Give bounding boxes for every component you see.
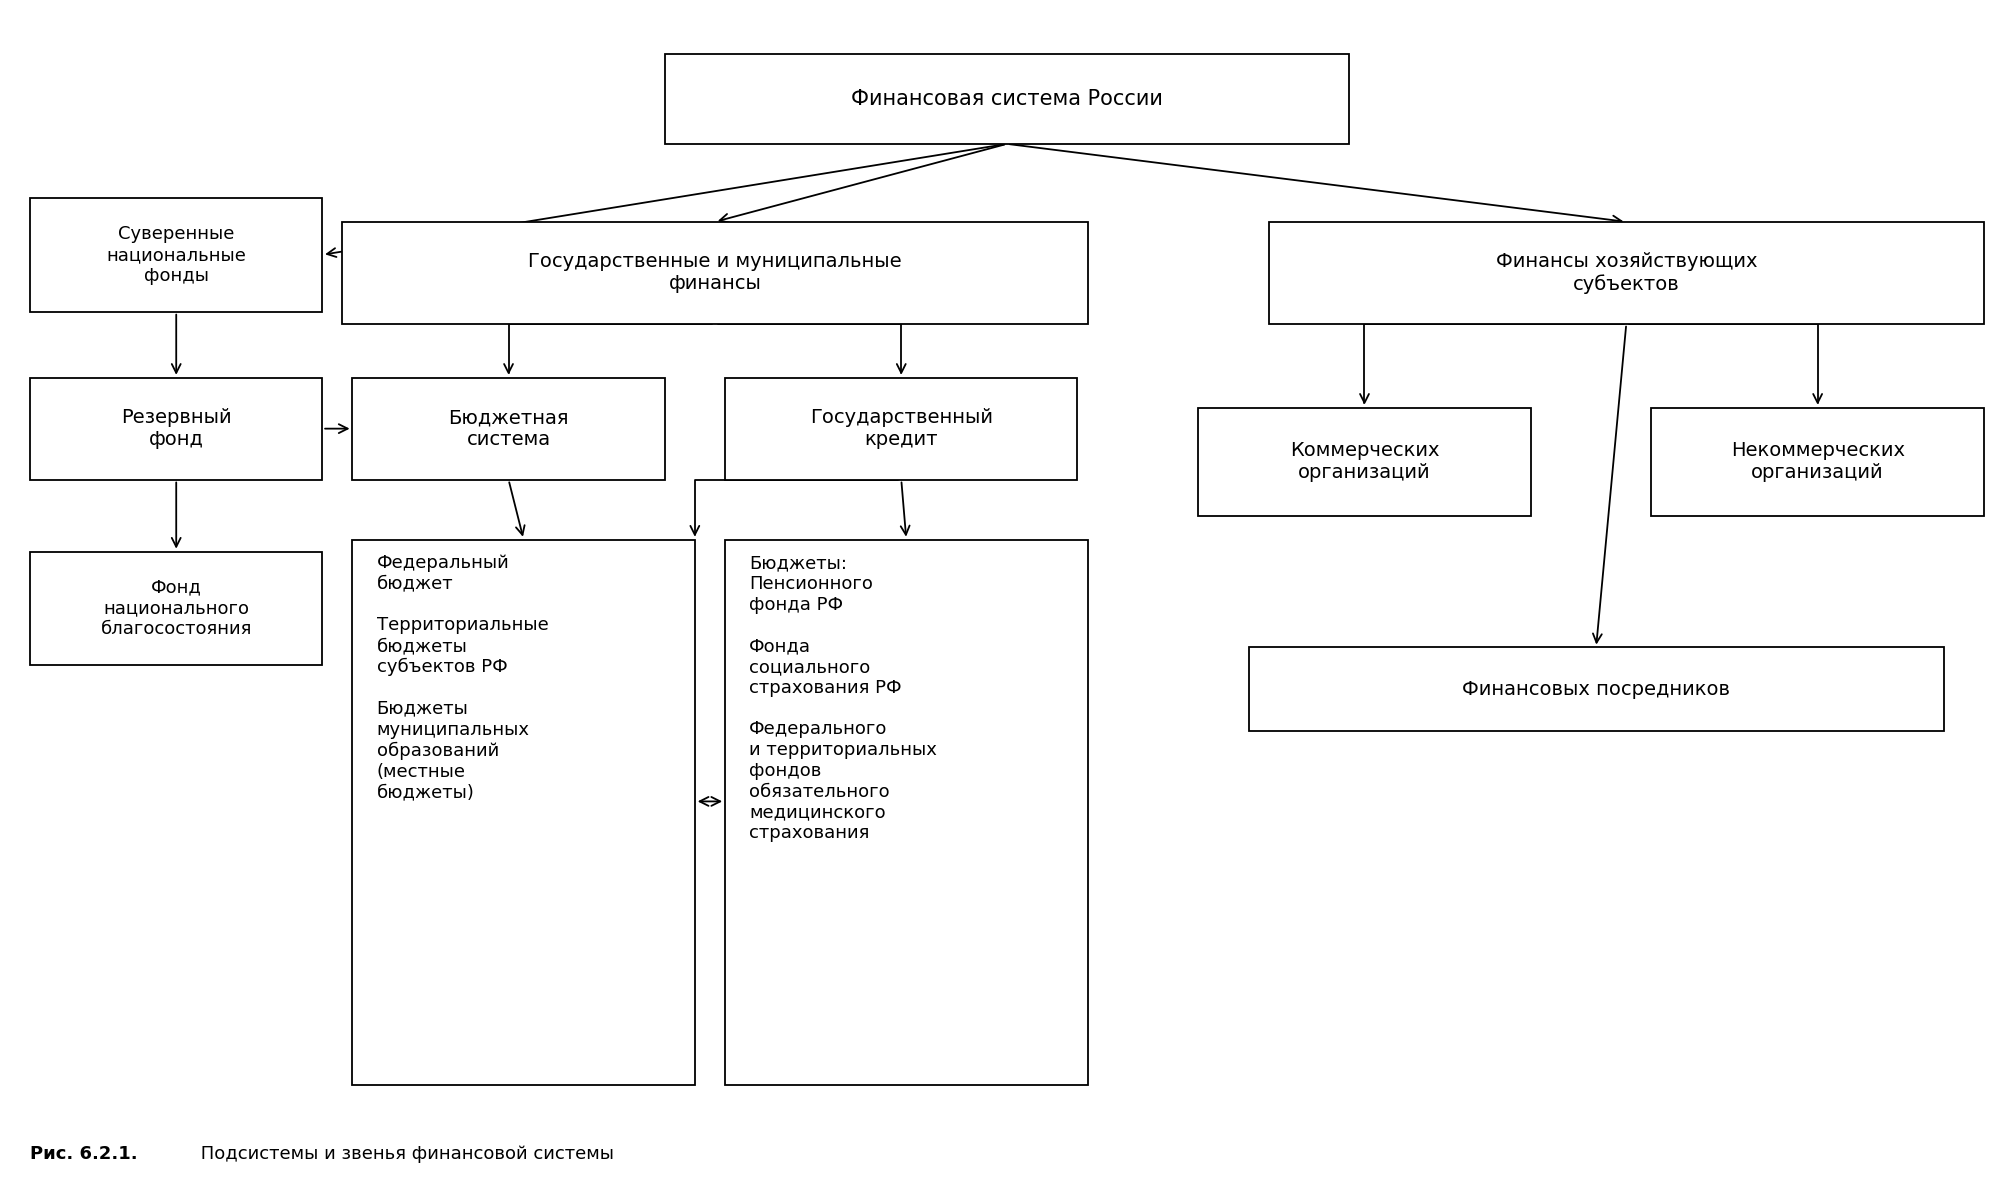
- FancyBboxPatch shape: [1269, 222, 1984, 324]
- FancyBboxPatch shape: [352, 540, 695, 1085]
- Text: Бюджетная
система: Бюджетная система: [449, 408, 568, 450]
- Text: Фонд
национального
благосостояния: Фонд национального благосостояния: [101, 579, 252, 638]
- Text: Государственный
кредит: Государственный кредит: [810, 408, 993, 450]
- FancyBboxPatch shape: [1651, 408, 1984, 516]
- Text: Федеральный
бюджет

Территориальные
бюджеты
субъектов РФ

Бюджеты
муниципальных
: Федеральный бюджет Территориальные бюдже…: [377, 554, 548, 801]
- FancyBboxPatch shape: [30, 198, 322, 312]
- FancyBboxPatch shape: [30, 552, 322, 665]
- Text: Резервный
фонд: Резервный фонд: [121, 408, 232, 450]
- Text: Подсистемы и звенья финансовой системы: Подсистемы и звенья финансовой системы: [195, 1145, 614, 1163]
- FancyBboxPatch shape: [725, 378, 1077, 480]
- Text: Коммерческих
организаций: Коммерческих организаций: [1289, 441, 1440, 482]
- FancyBboxPatch shape: [1249, 647, 1944, 731]
- Text: Государственные и муниципальные
финансы: Государственные и муниципальные финансы: [528, 252, 902, 294]
- Text: Суверенные
национальные
фонды: Суверенные национальные фонды: [107, 225, 246, 284]
- Text: Финансы хозяйствующих
субъектов: Финансы хозяйствующих субъектов: [1496, 252, 1756, 294]
- Text: Некоммерческих
организаций: Некоммерческих организаций: [1730, 441, 1905, 482]
- FancyBboxPatch shape: [342, 222, 1088, 324]
- Text: Бюджеты:
Пенсионного
фонда РФ

Фонда
социального
страхования РФ

Федерального
и : Бюджеты: Пенсионного фонда РФ Фонда соци…: [749, 554, 937, 843]
- FancyBboxPatch shape: [725, 540, 1088, 1085]
- FancyBboxPatch shape: [1198, 408, 1531, 516]
- Text: Рис. 6.2.1.: Рис. 6.2.1.: [30, 1145, 137, 1163]
- Text: Финансовая система России: Финансовая система России: [852, 89, 1162, 109]
- FancyBboxPatch shape: [352, 378, 665, 480]
- Text: Финансовых посредников: Финансовых посредников: [1462, 680, 1730, 699]
- FancyBboxPatch shape: [665, 54, 1349, 144]
- FancyBboxPatch shape: [30, 378, 322, 480]
